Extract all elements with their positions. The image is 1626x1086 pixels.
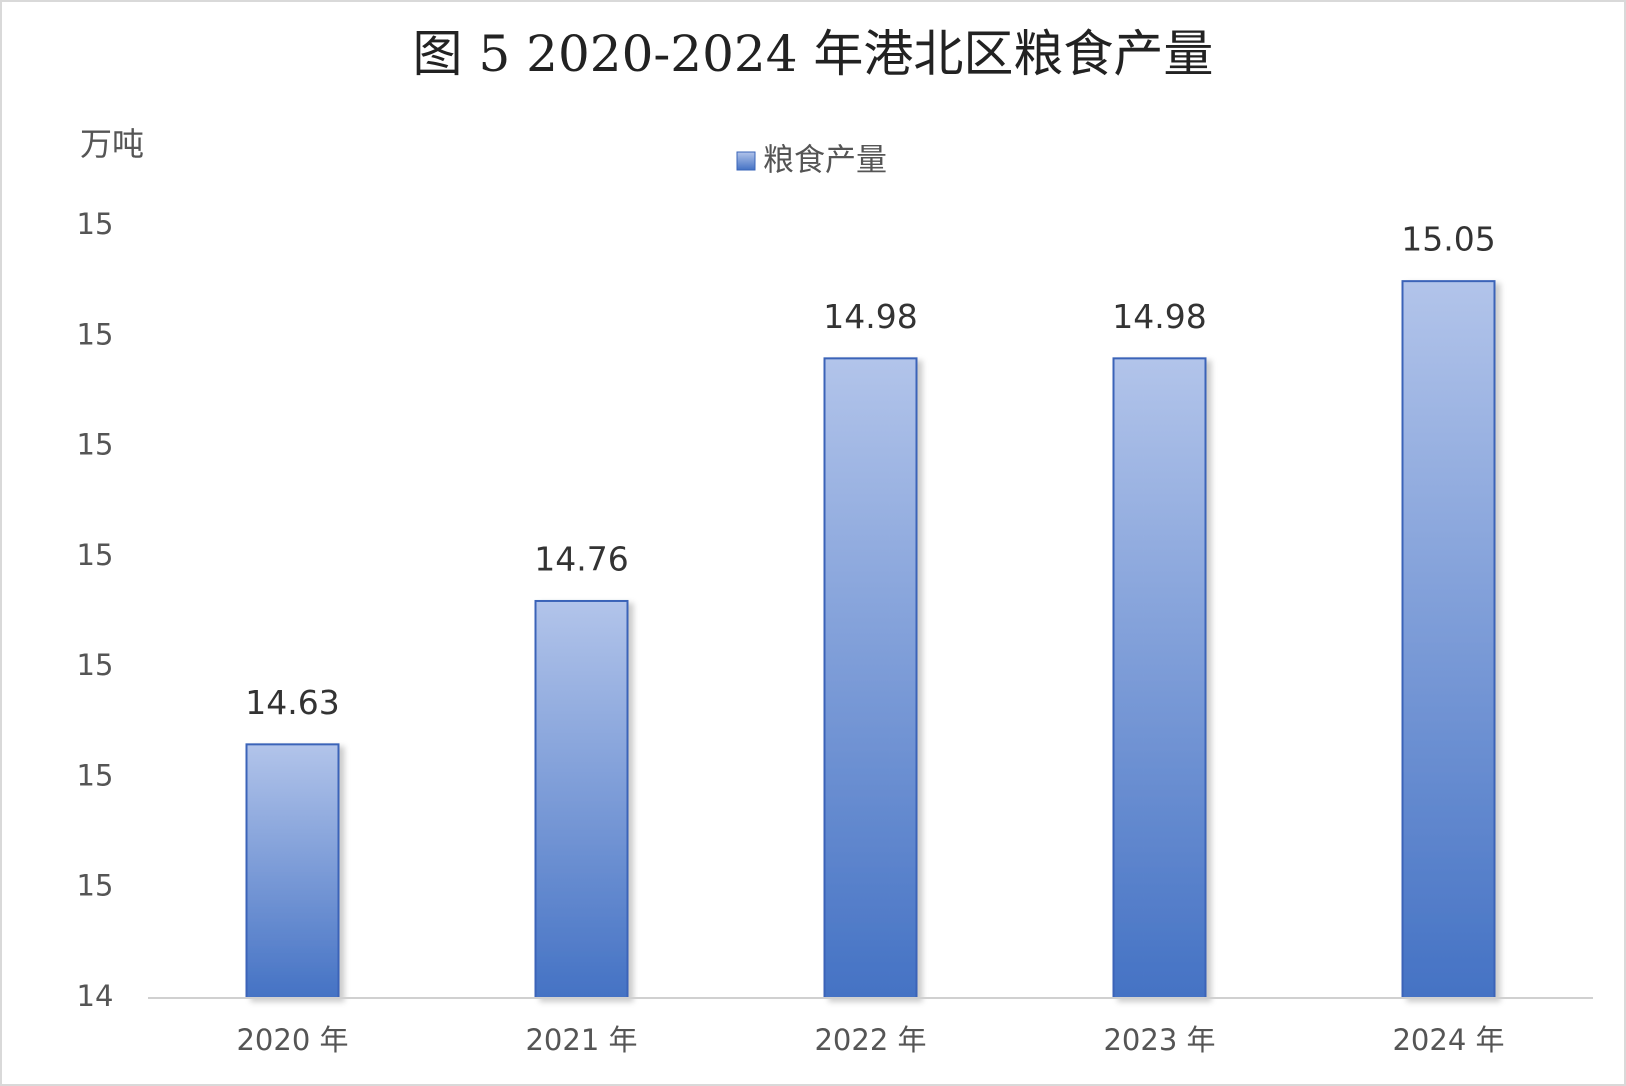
bar [534, 599, 629, 999]
y-tick-label: 14 [77, 979, 114, 1013]
bar [1112, 357, 1207, 1000]
y-axis-label: 万吨 [80, 125, 144, 163]
x-tick-label: 2024 年 [1392, 1023, 1504, 1057]
bar [823, 357, 918, 1000]
legend-swatch [736, 151, 756, 171]
x-tick-label: 2020 年 [236, 1023, 348, 1057]
y-tick-label: 15 [77, 207, 114, 241]
data-label: 14.98 [1112, 297, 1206, 336]
data-label: 14.63 [245, 683, 339, 722]
x-tick-label: 2023 年 [1103, 1023, 1215, 1057]
y-tick-label: 15 [77, 428, 114, 462]
y-tick-label: 15 [77, 648, 114, 682]
y-tick-label: 15 [77, 317, 114, 351]
data-label: 15.05 [1401, 220, 1495, 259]
bar [245, 743, 340, 999]
bar [1401, 280, 1496, 999]
chart-title: 图 5 2020-2024 年港北区粮食产量 [413, 25, 1214, 83]
legend-label: 粮食产量 [763, 143, 887, 179]
data-label: 14.76 [534, 539, 628, 578]
data-label: 14.98 [823, 297, 917, 336]
y-tick-label: 15 [77, 758, 114, 792]
x-tick-label: 2022 年 [814, 1023, 926, 1057]
y-tick-label: 15 [77, 869, 114, 903]
x-tick-label: 2021 年 [525, 1023, 637, 1057]
y-tick-label: 15 [77, 538, 114, 572]
